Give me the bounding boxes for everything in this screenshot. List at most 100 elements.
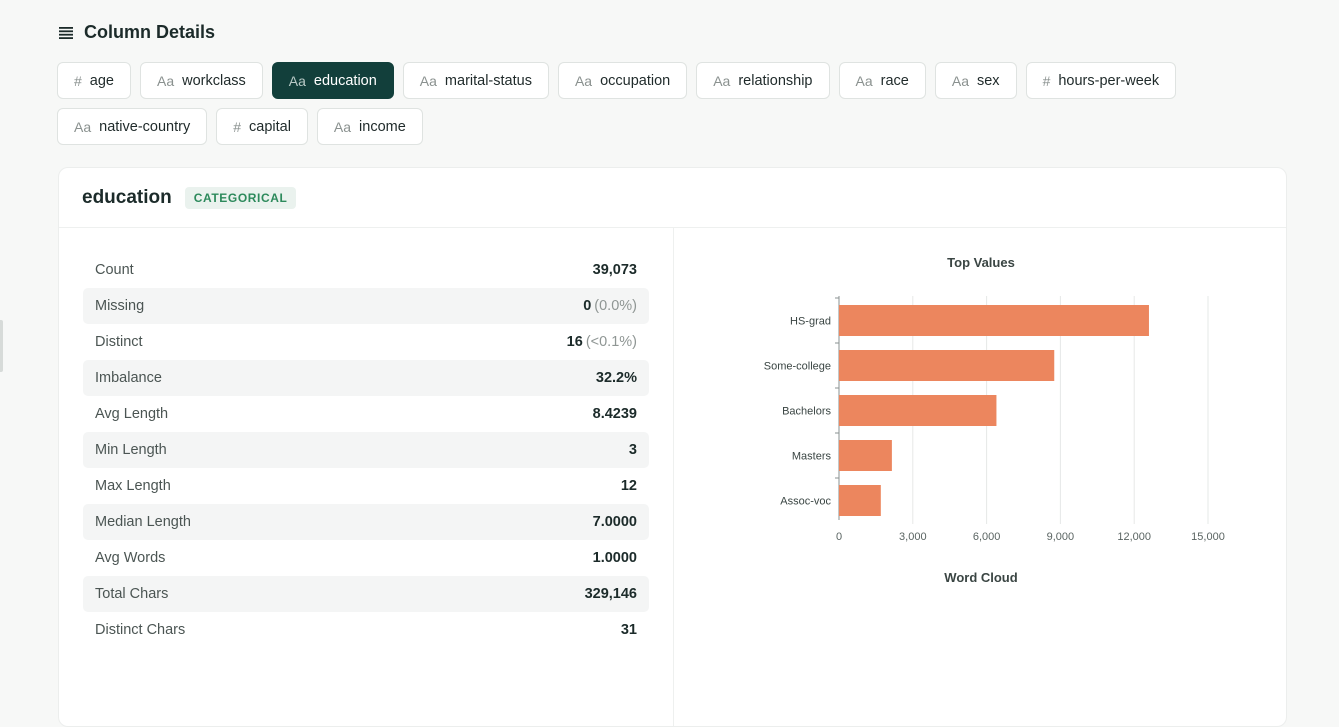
column-chip-hours-per-week[interactable]: # hours-per-week [1025, 62, 1177, 99]
numeric-type-icon: # [233, 118, 241, 135]
stat-value: 16 [566, 334, 583, 350]
stat-value: 39,073 [592, 262, 637, 278]
panel-resize-handle[interactable] [0, 320, 3, 372]
stat-value-group: 0 (0.0%) [583, 298, 637, 314]
text-type-icon: Aa [713, 72, 731, 89]
column-chip-workclass[interactable]: Aa workclass [140, 62, 263, 99]
column-chip-label: age [89, 72, 114, 89]
stat-label: Distinct Chars [95, 622, 186, 638]
column-chip-income[interactable]: Aa income [316, 108, 423, 145]
stat-value: 7.0000 [592, 514, 637, 530]
column-detail-header: education CATEGORICAL [59, 168, 1286, 228]
column-chip-age[interactable]: # age [57, 62, 131, 99]
stat-value-group: 7.0000 [593, 514, 637, 530]
y-category-label: Assoc-voc [780, 496, 831, 508]
x-tick-label: 15,000 [1191, 531, 1225, 543]
column-chip-label: relationship [738, 72, 813, 89]
column-chip-education[interactable]: Aa education [271, 62, 394, 99]
column-selector: # age Aa workclass Aa education Aa marital-stat… [57, 62, 1237, 145]
stat-label: Avg Words [95, 550, 166, 566]
stat-row: Distinct 16 (<0.1%) [83, 324, 649, 360]
column-chip-relationship[interactable]: Aa relationship [696, 62, 830, 99]
column-chip-label: sex [976, 72, 1000, 89]
column-chip-capital[interactable]: # capital [216, 108, 308, 145]
text-type-icon: Aa [157, 72, 175, 89]
y-category-label: HS-grad [790, 316, 831, 328]
stat-value-group: 3 [629, 442, 637, 458]
text-type-icon: Aa [74, 118, 92, 135]
text-type-icon: Aa [855, 72, 873, 89]
stat-row: Min Length 3 [83, 432, 649, 468]
y-category-label: Bachelors [782, 406, 831, 418]
column-chip-marital-status[interactable]: Aa marital-status [402, 62, 549, 99]
column-chip-label: hours-per-week [1058, 72, 1160, 89]
column-detail-card: education CATEGORICAL Count 39,073 Missing… [58, 167, 1287, 727]
stat-value: 3 [628, 442, 637, 458]
stat-value: 0 [583, 298, 592, 314]
stat-row: Max Length 12 [83, 468, 649, 504]
column-chip-label: income [359, 118, 406, 135]
stat-value: 1.0000 [592, 550, 637, 566]
numeric-type-icon: # [1042, 72, 1051, 89]
chart-title: Top Values [947, 255, 1015, 270]
column-chip-occupation[interactable]: Aa occupation [557, 62, 688, 99]
stat-value: 329,146 [584, 586, 637, 602]
word-cloud-title: Word Cloud [944, 570, 1018, 585]
stat-row: Avg Words 1.0000 [83, 540, 649, 576]
stat-row: Median Length 7.0000 [83, 504, 649, 540]
stat-value-group: 12 [621, 478, 637, 494]
column-chip-label: race [880, 72, 909, 89]
text-type-icon: Aa [951, 72, 969, 89]
stat-row: Avg Length 8.4239 [83, 396, 649, 432]
stat-value-group: 329,146 [585, 586, 637, 602]
stat-label: Max Length [95, 478, 171, 494]
stats-table: Count 39,073 Missing 0 (0.0%) Distinct 16 (<0.1… [59, 228, 674, 726]
column-chip-label: workclass [182, 72, 246, 89]
column-chip-label: marital-status [444, 72, 532, 89]
chart-pane: Top Values 0 3,000 6,000 9,000 12,000 15,000 HS… [674, 228, 1286, 726]
text-type-icon: Aa [288, 72, 306, 89]
stat-label: Avg Length [95, 406, 169, 422]
x-tick-label: 9,000 [1047, 531, 1075, 543]
stat-row: Missing 0 (0.0%) [83, 288, 649, 324]
column-chip-sex[interactable]: Aa sex [934, 62, 1017, 99]
stat-label: Count [95, 262, 134, 278]
x-tick-label: 6,000 [973, 531, 1001, 543]
stat-value: 12 [620, 478, 637, 494]
text-type-icon: Aa [574, 72, 593, 89]
top-values-chart: Top Values 0 3,000 6,000 9,000 12,000 15,000 HS… [764, 255, 1225, 543]
stat-value: 32.2% [595, 370, 637, 386]
stat-percentage: (0.0%) [594, 298, 637, 314]
stat-value-group: 31 [621, 622, 637, 638]
stat-value-group: 39,073 [593, 262, 637, 278]
stat-value-group: 1.0000 [593, 550, 637, 566]
stat-value-group: 8.4239 [593, 406, 637, 422]
x-tick-label: 0 [836, 531, 842, 543]
stat-value-group: 32.2% [596, 370, 637, 386]
y-category-label: Some-college [764, 361, 831, 373]
column-chip-race[interactable]: Aa race [838, 62, 926, 99]
bar-some-college [839, 350, 1055, 381]
stat-value: 31 [620, 622, 637, 638]
page-header: Column Details [58, 20, 215, 44]
column-chip-label: native-country [99, 118, 191, 135]
bar-masters [839, 440, 892, 471]
y-category-label: Masters [792, 451, 832, 463]
stat-label: Total Chars [95, 586, 169, 602]
column-name: education [82, 186, 172, 208]
numeric-type-icon: # [74, 72, 82, 89]
bar-bachelors [839, 395, 997, 426]
stat-row: Distinct Chars 31 [83, 612, 649, 648]
column-chip-label: education [313, 72, 377, 89]
column-chip-label: occupation [600, 72, 671, 89]
stat-label: Distinct [95, 334, 143, 350]
bar-assoc-voc [839, 485, 881, 516]
column-chip-native-country[interactable]: Aa native-country [57, 108, 208, 145]
text-type-icon: Aa [419, 72, 437, 89]
text-type-icon: Aa [333, 118, 352, 135]
page-title: Column Details [84, 21, 216, 42]
stat-label: Min Length [95, 442, 167, 458]
list-icon [58, 26, 74, 39]
stat-value-group: 16 (<0.1%) [567, 334, 637, 350]
stat-label: Missing [95, 298, 145, 314]
